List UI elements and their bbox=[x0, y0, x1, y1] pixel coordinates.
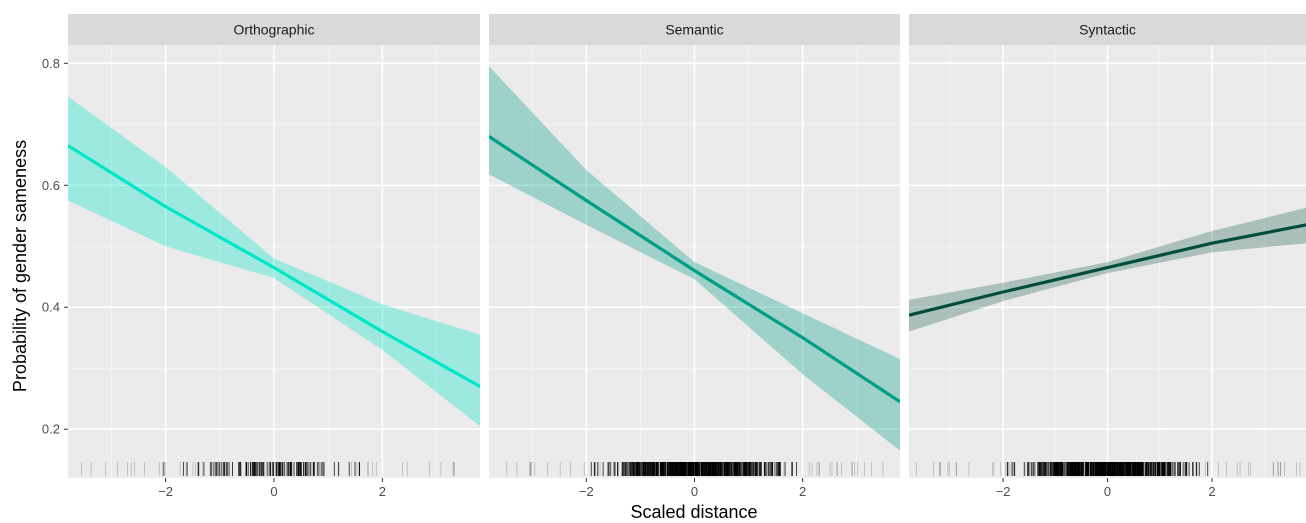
confidence-band-semantic bbox=[489, 66, 900, 451]
strip-label-semantic: Semantic bbox=[665, 22, 723, 38]
rug-orthographic bbox=[81, 462, 455, 476]
strip-label-syntactic: Syntactic bbox=[1079, 22, 1136, 38]
x-tick-label: 2 bbox=[799, 484, 806, 499]
y-axis: 0.2 0.4 0.6 0.8 bbox=[42, 56, 68, 437]
panel-orthographic: Orthographic bbox=[68, 14, 480, 478]
y-tick-label: 0.8 bbox=[42, 56, 60, 71]
strip-label-orthographic: Orthographic bbox=[234, 22, 315, 38]
x-tick-label: −2 bbox=[158, 484, 173, 499]
x-tick-label: −2 bbox=[579, 484, 594, 499]
x-tick-label: 0 bbox=[691, 484, 698, 499]
x-tick-label: 2 bbox=[1208, 484, 1215, 499]
confidence-band-orthographic bbox=[68, 96, 480, 427]
fit-line-semantic bbox=[489, 135, 900, 404]
strip-semantic bbox=[489, 14, 900, 45]
x-tick-label: 0 bbox=[1104, 484, 1111, 499]
rug-semantic bbox=[506, 462, 884, 476]
strip-orthographic bbox=[68, 14, 480, 45]
series-group bbox=[68, 96, 480, 476]
fit-line-syntactic bbox=[909, 223, 1306, 317]
x-axis-title: Scaled distance bbox=[630, 502, 757, 522]
rug-syntactic bbox=[915, 462, 1301, 476]
strip-syntactic bbox=[909, 14, 1306, 45]
y-axis-title: Probability of gender sameness bbox=[10, 140, 30, 392]
confidence-band-syntactic bbox=[909, 207, 1306, 332]
x-axes: −2 0 2 −2 0 2 −2 0 2 bbox=[158, 478, 1216, 499]
x-tick-label: −2 bbox=[996, 484, 1011, 499]
panels-layer: Orthographic Semantic Syntactic bbox=[68, 14, 1306, 478]
panel-semantic: Semantic bbox=[489, 14, 900, 478]
y-tick-label: 0.4 bbox=[42, 300, 60, 315]
x-tick-label: 2 bbox=[379, 484, 386, 499]
y-tick-label: 0.2 bbox=[42, 422, 60, 437]
series-group bbox=[909, 207, 1306, 476]
y-tick-label: 0.6 bbox=[42, 178, 60, 193]
fit-line-orthographic bbox=[68, 144, 480, 388]
panel-syntactic: Syntactic bbox=[909, 14, 1306, 478]
x-tick-label: 0 bbox=[270, 484, 277, 499]
series-group bbox=[489, 66, 900, 476]
